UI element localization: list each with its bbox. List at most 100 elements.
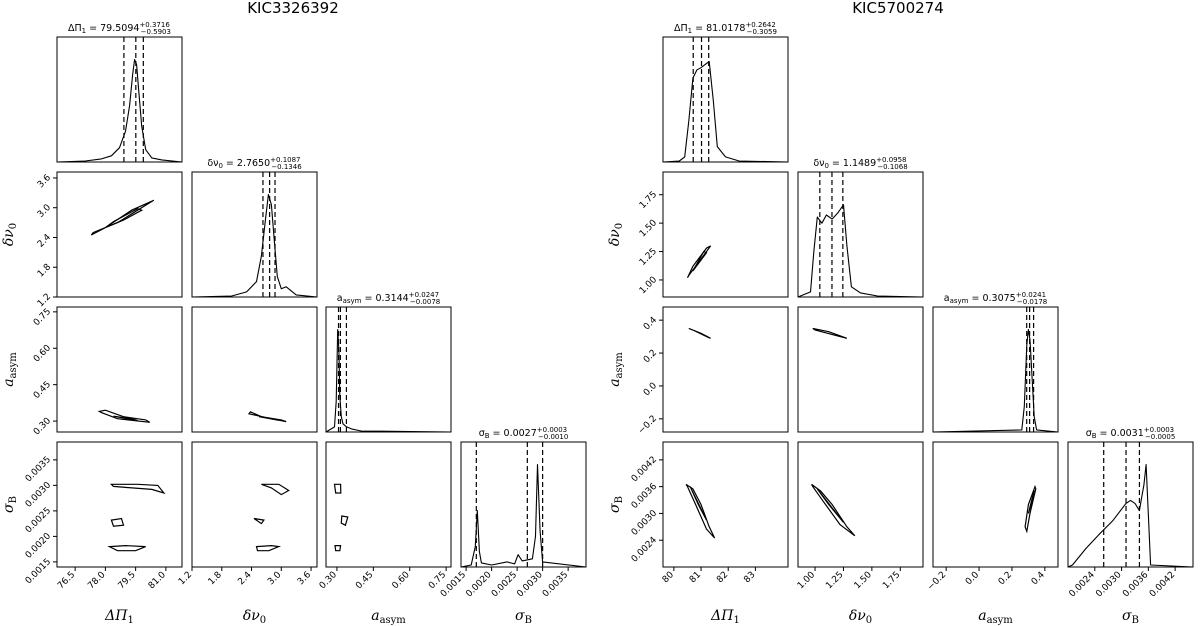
title-minus: −0.0010 bbox=[538, 433, 568, 441]
title-symbol: σ bbox=[1086, 428, 1092, 439]
x-tick-label: 76.5 bbox=[56, 570, 77, 591]
title-symbol: 0 bbox=[218, 162, 222, 170]
panel-dnu0-dpi1: 1.00 1.25 1.50 1.75 bbox=[638, 171, 789, 298]
x-tick-label: 0.0024 bbox=[1068, 570, 1098, 600]
title-symbol: δν bbox=[813, 158, 824, 169]
contour-level-1 bbox=[812, 327, 848, 339]
title-symbol: a bbox=[337, 293, 343, 304]
contour-level-1 bbox=[109, 483, 166, 495]
y-tick-label: 0.0 bbox=[642, 381, 659, 398]
x-tick-label: 0.0030 bbox=[1094, 570, 1124, 600]
title-minus: −0.5903 bbox=[141, 28, 171, 36]
panel-frame bbox=[797, 306, 924, 433]
title-median: = 0.3075 bbox=[968, 293, 1015, 304]
x-tick-label: 83 bbox=[742, 570, 757, 585]
x-tick-label: 1.50 bbox=[853, 570, 874, 591]
label-part: δν bbox=[1, 229, 17, 246]
y-tick-label: 1.2 bbox=[36, 292, 53, 309]
posterior-title: δν0 = 1.1489+0.0958 −0.1068 bbox=[813, 156, 907, 171]
contour-level-2 bbox=[334, 544, 342, 552]
x-tick-label: 78.0 bbox=[86, 570, 107, 591]
panel-sigB-dnu0: 1.00 1.25 1.50 1.75 bbox=[796, 441, 924, 591]
x-tick-label: −0.2 bbox=[926, 570, 949, 593]
histogram-curve bbox=[932, 328, 1059, 433]
title-symbol: B bbox=[1092, 432, 1097, 440]
title-median: = 81.0178 bbox=[692, 23, 745, 34]
title-symbol: δν bbox=[207, 158, 218, 169]
x-tick-label: 0.0 bbox=[964, 570, 981, 587]
y-axis-label-aasym: aasym bbox=[1, 352, 19, 387]
panel-frame bbox=[662, 36, 789, 163]
y-axis-label-dnu0: δν0 bbox=[1, 223, 19, 246]
contour-level-2 bbox=[113, 415, 138, 422]
histogram-curve bbox=[191, 193, 318, 298]
x-tick-label: 0.0020 bbox=[464, 570, 494, 600]
posterior-title: aasym = 0.3075+0.0241 −0.0178 bbox=[944, 291, 1048, 306]
panel-frame bbox=[325, 441, 452, 568]
x-tick-label: 79.5 bbox=[117, 570, 138, 591]
x-tick-label: 80 bbox=[661, 570, 676, 585]
label-part: σ bbox=[1, 503, 17, 513]
panel-aasym-aasym: aasym = 0.3144+0.0247 −0.0078 bbox=[325, 291, 452, 433]
label-part: a bbox=[978, 608, 986, 624]
title-plus: +0.0241 bbox=[1016, 291, 1046, 299]
title-plus: +0.0958 bbox=[876, 156, 906, 164]
panel-frame bbox=[460, 441, 587, 568]
contour-level-1 bbox=[247, 411, 287, 423]
x-tick-label: 1.75 bbox=[881, 570, 902, 591]
label-part: σ bbox=[1122, 608, 1132, 624]
label-part: asym bbox=[380, 615, 407, 626]
label-part: σ bbox=[607, 503, 623, 513]
x-tick-label: 0.0025 bbox=[490, 570, 519, 599]
title-symbol: asym bbox=[950, 297, 969, 305]
y-tick-label: 0.2 bbox=[642, 348, 659, 365]
y-tick-label: 1.00 bbox=[638, 275, 659, 296]
x-tick-label: 81.0 bbox=[147, 570, 168, 591]
title-symbol: B bbox=[485, 432, 490, 440]
y-tick-label: 2.4 bbox=[36, 232, 53, 249]
label-part: B bbox=[525, 615, 532, 626]
contour-level-1 bbox=[90, 199, 155, 236]
x-axis-label-sigB: σB bbox=[515, 608, 532, 626]
contour-level-2 bbox=[692, 250, 708, 272]
label-part: 0 bbox=[614, 223, 625, 229]
corner-figure-1: KIC3326392 ΔΠ1 = 79.5094+0.3716 −0.5903 1.2… bbox=[1, 0, 587, 626]
posterior-title: ΔΠ1 = 81.0178+0.2642 −0.3059 bbox=[674, 21, 777, 36]
label-part: δν bbox=[607, 229, 623, 246]
panel-sigB-aasym: −0.2 0.0 0.2 0.4 bbox=[926, 441, 1059, 593]
posterior-title: aasym = 0.3144+0.0247 −0.0078 bbox=[337, 291, 441, 306]
x-tick-label: 0.45 bbox=[354, 570, 375, 591]
y-tick-label: 1.25 bbox=[638, 247, 659, 268]
panel-frame bbox=[662, 306, 789, 433]
histogram-curve bbox=[56, 58, 183, 163]
panel-dnu0-dnu0: δν0 = 1.1489+0.0958 −0.1068 bbox=[797, 156, 924, 298]
panel-sigB-aasym: 0.30 0.45 0.60 0.75 bbox=[318, 441, 452, 591]
contour-level-2 bbox=[689, 486, 708, 521]
title-symbol: ΔΠ bbox=[68, 23, 82, 34]
label-part: ΔΠ bbox=[104, 608, 128, 624]
y-tick-label: 1.75 bbox=[638, 190, 659, 211]
x-axis-label-dnu0: δν0 bbox=[243, 608, 266, 626]
title-plus: +0.2642 bbox=[745, 21, 775, 29]
x-tick-label: 1.00 bbox=[796, 570, 817, 591]
title-minus: −0.0005 bbox=[1145, 433, 1175, 441]
title-median: = 1.1489 bbox=[829, 158, 876, 169]
label-part: 0 bbox=[866, 615, 872, 626]
panel-aasym-aasym: aasym = 0.3075+0.0241 −0.0178 bbox=[932, 291, 1059, 433]
title-plus: +0.0003 bbox=[1144, 426, 1174, 434]
contour-level-2 bbox=[258, 416, 279, 421]
figure-title: KIC3326392 bbox=[247, 0, 339, 17]
x-tick-label: 0.2 bbox=[997, 570, 1014, 587]
panel-frame bbox=[662, 171, 789, 298]
histogram-curve bbox=[797, 204, 924, 298]
x-tick-label: 0.60 bbox=[391, 570, 412, 591]
panel-frame bbox=[932, 306, 1059, 433]
title-symbol: a bbox=[944, 293, 950, 304]
y-axis-label-aasym: aasym bbox=[607, 352, 625, 387]
label-part: a bbox=[607, 378, 623, 386]
posterior-title: ΔΠ1 = 79.5094+0.3716 −0.5903 bbox=[68, 21, 171, 36]
y-tick-label: 0.30 bbox=[32, 416, 53, 437]
y-tick-label: 0.45 bbox=[32, 380, 53, 401]
